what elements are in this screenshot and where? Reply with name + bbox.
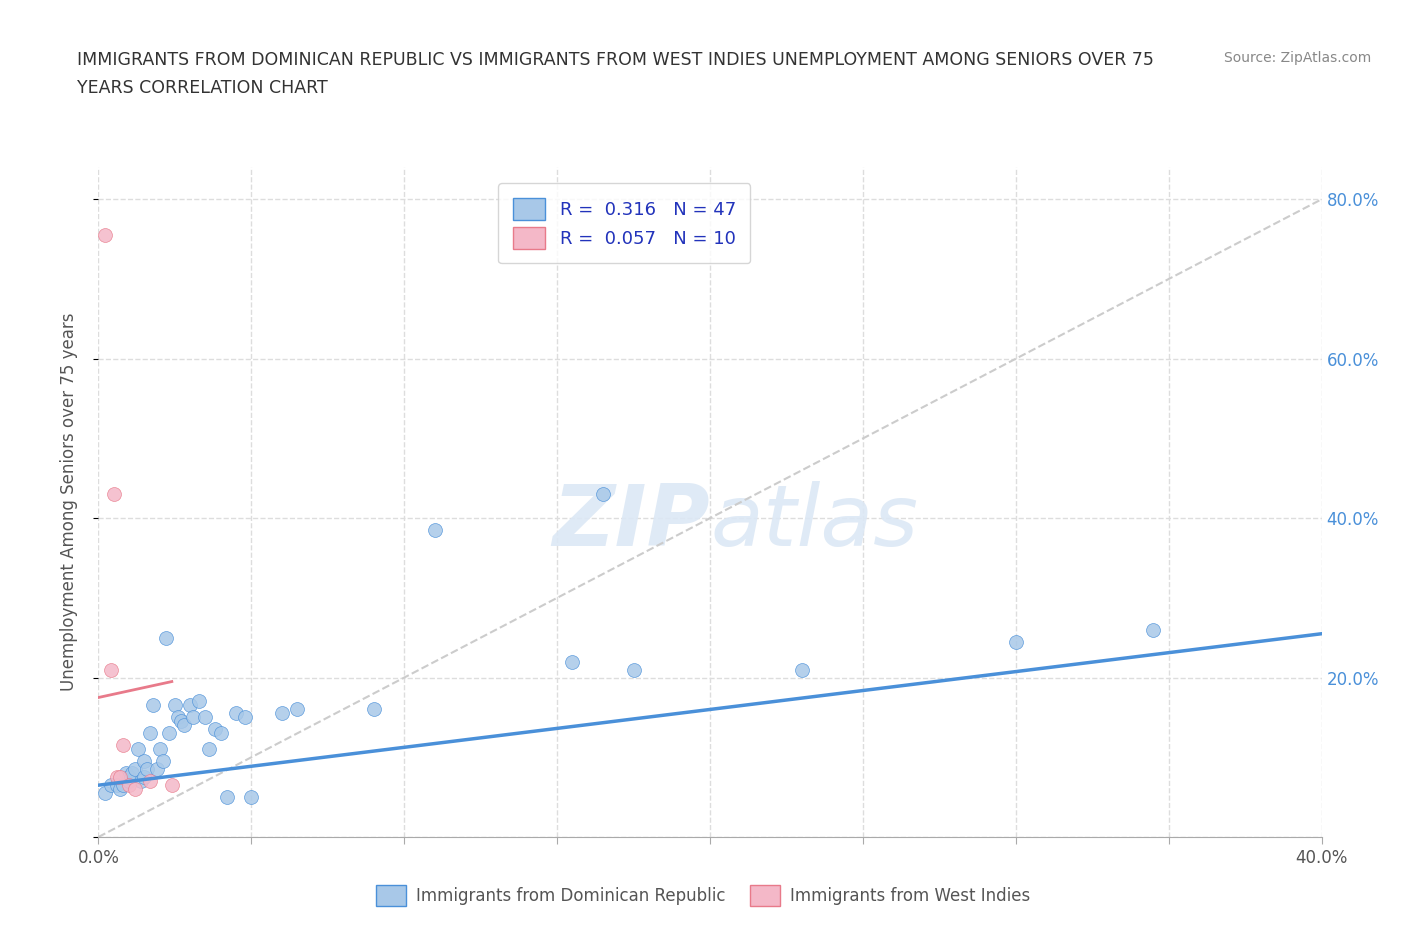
- Text: IMMIGRANTS FROM DOMINICAN REPUBLIC VS IMMIGRANTS FROM WEST INDIES UNEMPLOYMENT A: IMMIGRANTS FROM DOMINICAN REPUBLIC VS IM…: [77, 51, 1154, 69]
- Point: [160, 777, 183, 792]
- Point: [233, 710, 256, 724]
- Point: [623, 662, 645, 677]
- Point: [170, 714, 193, 729]
- Point: [124, 762, 146, 777]
- Point: [93, 786, 115, 801]
- Point: [118, 774, 141, 789]
- Point: [108, 770, 131, 785]
- Point: [1004, 634, 1026, 649]
- Point: [204, 722, 226, 737]
- Legend: R =  0.316   N = 47, R =  0.057   N = 10: R = 0.316 N = 47, R = 0.057 N = 10: [498, 183, 751, 263]
- Point: [285, 702, 308, 717]
- Point: [136, 762, 159, 777]
- Point: [188, 694, 211, 709]
- Point: [100, 777, 122, 792]
- Point: [121, 765, 143, 780]
- Point: [115, 765, 138, 780]
- Point: [127, 742, 149, 757]
- Point: [1142, 622, 1164, 637]
- Point: [592, 486, 614, 501]
- Point: [139, 774, 162, 789]
- Point: [108, 782, 131, 797]
- Point: [142, 698, 165, 713]
- Point: [100, 662, 122, 677]
- Point: [129, 774, 152, 789]
- Point: [139, 726, 162, 741]
- Point: [145, 762, 167, 777]
- Point: [152, 754, 174, 769]
- Point: [134, 754, 156, 769]
- Point: [363, 702, 385, 717]
- Point: [124, 782, 146, 797]
- Point: [111, 777, 134, 792]
- Point: [103, 486, 125, 501]
- Point: [155, 631, 177, 645]
- Point: [179, 698, 201, 713]
- Point: [561, 654, 583, 669]
- Point: [197, 742, 219, 757]
- Point: [173, 718, 195, 733]
- Text: Source: ZipAtlas.com: Source: ZipAtlas.com: [1223, 51, 1371, 65]
- Point: [225, 706, 247, 721]
- Text: YEARS CORRELATION CHART: YEARS CORRELATION CHART: [77, 79, 328, 97]
- Point: [93, 228, 115, 243]
- Point: [105, 777, 128, 792]
- Text: atlas: atlas: [710, 481, 918, 564]
- Point: [181, 710, 204, 724]
- Point: [240, 790, 263, 804]
- Point: [270, 706, 292, 721]
- Point: [111, 737, 134, 752]
- Legend: Immigrants from Dominican Republic, Immigrants from West Indies: Immigrants from Dominican Republic, Immi…: [368, 879, 1038, 912]
- Point: [118, 770, 141, 785]
- Point: [209, 726, 232, 741]
- Point: [134, 770, 156, 785]
- Point: [157, 726, 180, 741]
- Point: [163, 698, 186, 713]
- Point: [423, 523, 446, 538]
- Point: [215, 790, 238, 804]
- Point: [790, 662, 813, 677]
- Point: [149, 742, 172, 757]
- Point: [194, 710, 217, 724]
- Text: ZIP: ZIP: [553, 481, 710, 564]
- Point: [105, 770, 128, 785]
- Y-axis label: Unemployment Among Seniors over 75 years: Unemployment Among Seniors over 75 years: [59, 313, 77, 691]
- Point: [167, 710, 190, 724]
- Point: [118, 777, 141, 792]
